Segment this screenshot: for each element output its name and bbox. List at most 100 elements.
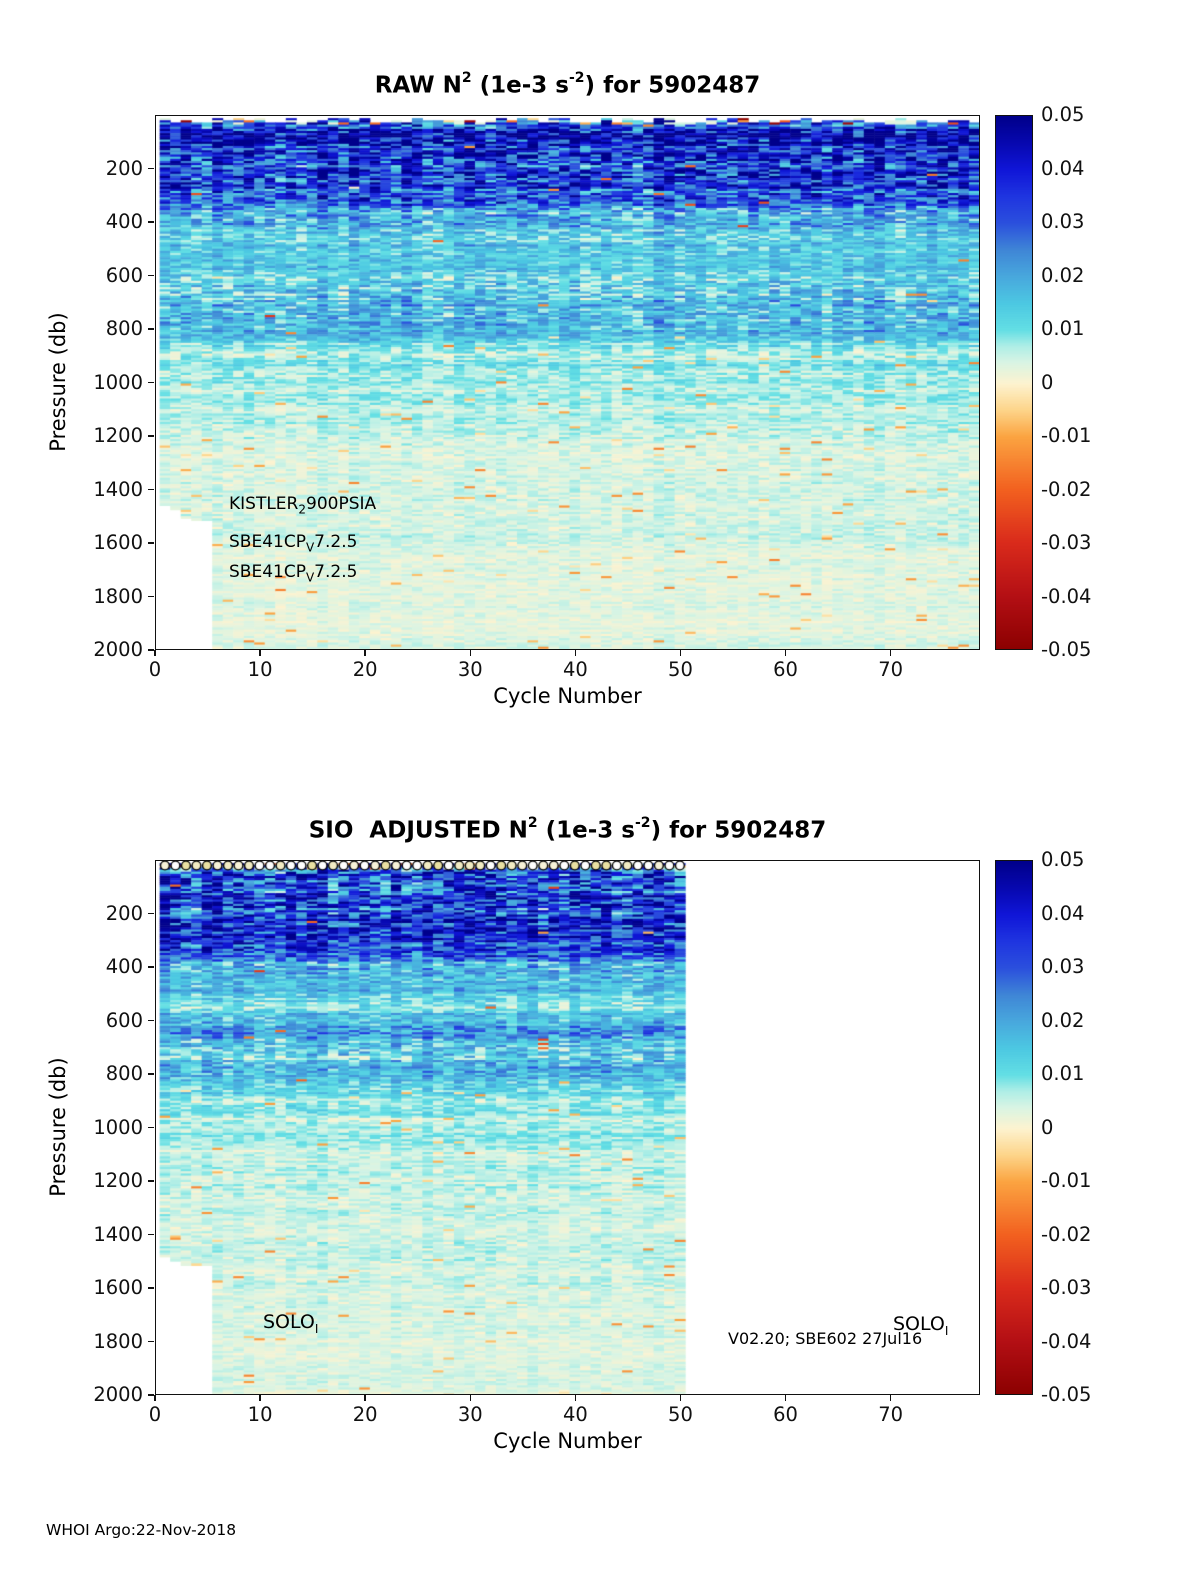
y-tick-mark — [148, 1287, 154, 1289]
x-tick-mark — [469, 1395, 472, 1401]
x-tick-mark — [259, 650, 261, 656]
title-pre: RAW N — [374, 72, 462, 99]
y-tick-label: 200 — [105, 901, 143, 925]
colorbar-frame — [995, 860, 1033, 1395]
colorbar-canvas — [996, 861, 1032, 1394]
y-tick-mark — [148, 167, 154, 170]
y-tick-label: 800 — [105, 317, 143, 340]
y-tick-mark — [148, 542, 154, 544]
colorbar-frame — [995, 115, 1033, 650]
x-tick-label: 30 — [457, 1403, 483, 1426]
y-tick-label: 1200 — [93, 424, 143, 447]
x-tick-label: 50 — [668, 1403, 693, 1426]
x-tick-label: 30 — [457, 658, 483, 681]
plot-area-adjusted: SOLOI V02.20; SBE602 27Jul16 SOLOI 0 10 20… — [93, 860, 980, 1426]
colorbar-tick-label: -0.03 — [1041, 1276, 1092, 1299]
plot-frame: SOLOI V02.20; SBE602 27Jul16 SOLOI — [155, 860, 980, 1395]
x-tick-mark — [889, 650, 892, 656]
y-tick-mark — [148, 274, 154, 277]
y-tick-label: 2000 — [93, 1383, 143, 1406]
colorbar-tick-label: 0.04 — [1041, 901, 1085, 925]
colorbar-tick-label: 0.02 — [1041, 1008, 1085, 1032]
x-tick-mark — [154, 650, 156, 656]
annotation-firmware-version: V02.20; SBE602 27Jul16 — [728, 1329, 923, 1348]
y-tick-mark — [148, 1180, 154, 1182]
plot-area-raw: KISTLER2900PSIA SBE41CPV7.2.5 SBE41CPV7.… — [93, 115, 980, 681]
x-tick-mark — [469, 650, 472, 656]
title-post: ) for 5902487 — [650, 817, 827, 844]
annotation-float-model: SOLOI — [263, 1311, 319, 1336]
colorbar-tick-label: -0.05 — [1041, 638, 1092, 661]
y-tick-label: 1000 — [93, 1115, 143, 1139]
x-tick-label: 20 — [352, 1403, 378, 1426]
x-tick-mark — [784, 650, 787, 656]
x-tick-mark — [784, 1395, 787, 1401]
colorbar-tick-label: -0.01 — [1041, 424, 1092, 447]
y-tick-label: 1600 — [93, 1276, 143, 1299]
raw-chart-panel: RAW N2 (1e-3 s-2) for 5902487 Pressure (… — [0, 0, 1200, 745]
y-tick-mark — [148, 381, 154, 384]
title-pre: SIO ADJUSTED N — [308, 817, 528, 844]
y-tick-label: 400 — [105, 210, 143, 233]
y-tick-mark — [148, 966, 154, 968]
y-tick-label: 600 — [105, 1008, 143, 1032]
raw-chart-title: RAW N2 (1e-3 s-2) for 5902487 — [155, 70, 980, 99]
y-tick-label: 1000 — [93, 370, 143, 394]
y-tick-mark — [148, 328, 154, 330]
colorbar-tick-label: -0.04 — [1041, 1329, 1092, 1353]
colorbar-tick-label: -0.02 — [1041, 477, 1092, 501]
annotation-pressure-sensor: KISTLER2900PSIA — [229, 494, 377, 517]
colorbar-raw: 0.05 0.04 0.03 0.02 0.01 0 -0.01 -0.02 -0.03 -0.0… — [995, 103, 1091, 661]
annotation-ctd-sensor-2: SBE41CPV7.2.5 — [229, 562, 358, 585]
x-axis-label: Cycle Number — [493, 1429, 642, 1453]
colorbar-adjusted: 0.05 0.04 0.03 0.02 0.01 0 -0.01 -0.02 -0.03 -0.0… — [995, 848, 1091, 1406]
y-tick-label: 1600 — [93, 531, 143, 554]
colorbar-tick-label: 0 — [1041, 370, 1054, 394]
title-superscript: -2 — [635, 815, 651, 831]
title-superscript: 2 — [461, 70, 472, 86]
y-tick-label: 400 — [105, 955, 143, 978]
x-tick-label: 60 — [773, 658, 798, 681]
colorbar-tick-label: 0.01 — [1041, 1062, 1085, 1085]
title-superscript: -2 — [568, 70, 585, 86]
colorbar-tick-label: 0.03 — [1041, 955, 1085, 978]
colorbar-tick-label: 0.04 — [1041, 156, 1085, 180]
y-tick-mark — [148, 1340, 154, 1343]
colorbar-tick-label: -0.03 — [1041, 531, 1092, 554]
colorbar-tick-labels: 0.05 0.04 0.03 0.02 0.01 0 -0.01 -0.02 -0.03 -0.0… — [1041, 103, 1121, 661]
colorbar-tick-label: -0.02 — [1041, 1222, 1092, 1246]
y-tick-mark — [148, 1126, 154, 1129]
x-tick-mark — [574, 1395, 577, 1401]
y-tick-label: 1800 — [93, 584, 143, 608]
title-post: ) for 5902487 — [584, 72, 761, 99]
x-tick-label: 0 — [148, 1403, 162, 1426]
x-tick-mark — [574, 650, 577, 656]
x-tick-label: 70 — [878, 658, 904, 681]
y-tick-label: 800 — [105, 1062, 143, 1085]
colorbar-tick-label: 0.03 — [1041, 210, 1085, 233]
title-mid: (1e-3 s — [537, 817, 635, 844]
y-tick-mark — [148, 1394, 154, 1396]
colorbar-tick-label: 0 — [1041, 1115, 1054, 1139]
footer-stamp: WHOI Argo:22-Nov-2018 — [46, 1521, 237, 1539]
y-tick-mark — [148, 1073, 154, 1075]
x-tick-label: 50 — [668, 658, 693, 681]
x-tick-label: 40 — [562, 658, 588, 681]
x-tick-label: 20 — [352, 658, 378, 681]
x-tick-mark — [889, 1395, 892, 1401]
y-tick-label: 200 — [105, 156, 143, 180]
y-tick-label: 1200 — [93, 1169, 143, 1192]
y-tick-label: 1400 — [93, 477, 143, 501]
y-tick-label: 1800 — [93, 1329, 143, 1353]
y-tick-mark — [148, 1233, 154, 1236]
y-axis-label: Pressure (db) — [46, 1057, 70, 1197]
heatmap-canvas-raw — [156, 116, 979, 649]
x-tick-mark — [364, 650, 366, 656]
colorbar-tick-labels: 0.05 0.04 0.03 0.02 0.01 0 -0.01 -0.02 -0.03 -0.0… — [1041, 848, 1121, 1406]
adjusted-chart-panel: SIO ADJUSTED N2 (1e-3 s-2) for 5902487 P… — [0, 745, 1200, 1490]
x-tick-label: 60 — [773, 1403, 798, 1426]
y-tick-label: 2000 — [93, 638, 143, 661]
x-tick-mark — [679, 650, 682, 656]
colorbar-tick-label: 0.05 — [1041, 848, 1085, 871]
